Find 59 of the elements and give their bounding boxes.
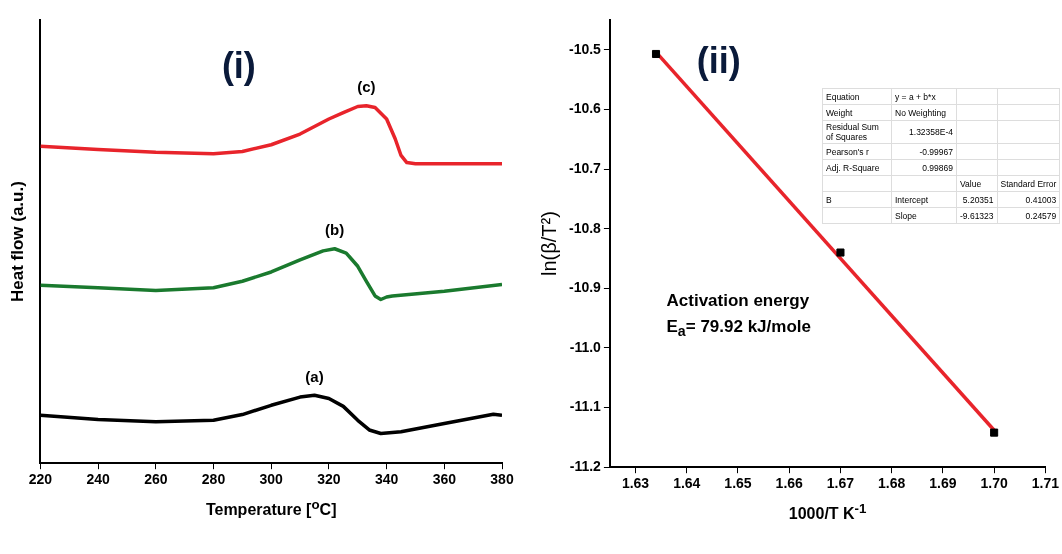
x-axis-title: 1000/T K$^{-1}$: [788, 501, 867, 524]
annotation: (b): [325, 221, 345, 239]
text: 0.24579: [1025, 210, 1057, 221]
text: 5.20351: [962, 194, 994, 205]
point: [990, 428, 999, 437]
x-tick-label: 320: [317, 471, 341, 488]
text: Slope: [895, 210, 917, 221]
x-tick-label: 1.64: [673, 475, 701, 492]
text: Weight: [826, 107, 853, 118]
x-tick-label: 1.65: [724, 475, 752, 492]
point: [836, 248, 845, 257]
x-tick-label: 1.66: [775, 475, 804, 492]
y-tick-label: -11.2: [569, 458, 602, 475]
x-tick-label: 380: [490, 471, 514, 488]
text: -9.61323: [960, 210, 994, 221]
x-tick-label: 300: [259, 471, 284, 488]
text: y = a + b*x: [895, 91, 936, 102]
x-tick-label: 1.67: [826, 475, 855, 492]
text: 0.99869: [922, 162, 953, 173]
x-tick-label: 1.71: [1031, 475, 1060, 492]
x-axis-title: Temperature [$^{o}$C]: [205, 497, 337, 520]
x-tick-label: 240: [86, 471, 110, 488]
text: (ii): [696, 40, 741, 82]
annotation: (c): [357, 78, 376, 96]
y-tick-label: -11.1: [569, 398, 602, 415]
text: Adj. R-Square: [826, 162, 880, 173]
annotation: E$_{a}$= 79.92 kJ/mole: [666, 316, 811, 342]
y-tick-label: -10.9: [568, 279, 602, 296]
text: Intercept: [895, 194, 929, 205]
x-tick-label: 280: [201, 471, 226, 488]
text: Equation: [826, 91, 860, 102]
y-axis-title: ln(β/T²): [537, 211, 560, 277]
text: 0.41003: [1025, 194, 1057, 205]
text: Value: [960, 178, 982, 189]
y-axis-title: Heat flow (a.u.): [7, 181, 27, 303]
text: Pearson's r: [826, 146, 869, 157]
text: -0.99967: [919, 146, 953, 157]
x-tick-label: 1.63: [621, 475, 650, 492]
y-tick-label: -10.8: [568, 219, 602, 236]
annotation: Activation energy: [666, 290, 811, 313]
x-tick-label: 1.68: [878, 475, 906, 492]
text: B: [826, 194, 832, 205]
y-tick-label: -11.0: [569, 338, 602, 355]
text: Standard Error: [1000, 178, 1057, 189]
x-tick-label: 260: [144, 471, 168, 488]
y-tick-label: -10.6: [568, 100, 602, 117]
y-tick-label: -10.5: [568, 40, 602, 57]
text: No Weighting: [895, 107, 946, 118]
text: 1.32358E-4: [909, 127, 953, 137]
chart-title: (i): [221, 45, 256, 87]
y-tick-label: -10.7: [568, 159, 602, 176]
point: [651, 49, 661, 59]
annotation: (a): [305, 367, 324, 385]
x-tick-label: 360: [432, 471, 457, 488]
x-tick-label: 1.69: [929, 475, 957, 492]
x-tick-label: 1.70: [980, 475, 1008, 492]
text: Residual Sum of Squares: [826, 122, 879, 142]
x-tick-label: 340: [374, 471, 399, 488]
x-tick-label: 220: [28, 471, 53, 488]
